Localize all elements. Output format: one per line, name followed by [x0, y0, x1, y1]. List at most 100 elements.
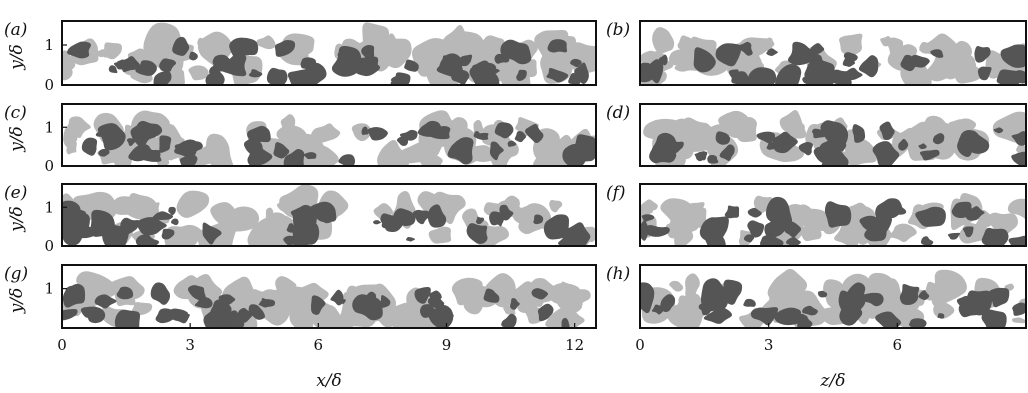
dark-structure [1012, 302, 1026, 316]
dark-structure [62, 283, 86, 308]
dark-structure [427, 204, 447, 228]
dark-structure [898, 138, 909, 151]
light-structure [931, 269, 967, 307]
ytick-label: 1 [44, 198, 54, 216]
dark-structure [900, 54, 916, 72]
dark-structure [330, 289, 344, 306]
dark-structure [872, 141, 900, 166]
dark-structure [981, 309, 1007, 328]
dark-structure [920, 236, 934, 246]
panel-c-structures [63, 110, 596, 166]
dark-structure [747, 207, 762, 218]
dark-structure [300, 57, 317, 69]
dark-structure [525, 124, 544, 143]
dark-structure [399, 129, 418, 141]
dark-structure [273, 142, 290, 159]
dark-structure [247, 145, 273, 166]
dark-structure [724, 205, 740, 219]
dark-structure [747, 67, 777, 85]
light-structure [640, 202, 653, 214]
light-structure [986, 212, 1018, 237]
dark-structure [640, 220, 649, 241]
dark-structure [483, 288, 500, 303]
light-structure [512, 281, 541, 313]
dark-structure [988, 287, 1010, 308]
dark-structure [743, 298, 756, 307]
dark-structure [715, 131, 731, 145]
light-structure [685, 273, 700, 300]
light-structure [652, 27, 675, 54]
dark-structure [130, 122, 153, 148]
dark-structure [810, 43, 825, 55]
dark-structure [287, 68, 317, 85]
dark-structure [919, 149, 940, 161]
dark-structure [820, 120, 849, 148]
dark-structure [918, 143, 927, 150]
dark-structure [380, 295, 391, 308]
xtick-label: 0 [635, 336, 645, 354]
dark-structure [719, 144, 735, 161]
light-structure [669, 280, 684, 292]
dark-structure [311, 295, 326, 315]
light-structure [548, 282, 583, 305]
light-structure [455, 282, 491, 305]
dark-structure [817, 290, 828, 298]
dark-structure [1011, 131, 1026, 146]
dark-structure [543, 214, 569, 240]
dark-structure [172, 313, 190, 324]
dark-structure [547, 39, 568, 53]
dark-structure [956, 296, 971, 307]
panel-label-h: (h) [606, 264, 630, 284]
xtick-label: 6 [314, 336, 324, 354]
dark-structure [331, 45, 362, 77]
dark-structure [738, 41, 753, 56]
dark-structure [743, 234, 755, 243]
dark-structure [98, 148, 110, 157]
dark-structure [640, 64, 655, 83]
dark-structure [993, 127, 1004, 134]
light-structure [676, 47, 693, 64]
ytick-label: 0 [44, 237, 54, 255]
light-structure [549, 200, 563, 213]
light-structure [975, 216, 993, 229]
light-structure [411, 37, 456, 77]
dark-structure [80, 306, 103, 318]
dark-structure [546, 67, 569, 83]
light-structure [95, 49, 107, 58]
dark-structure [135, 234, 160, 246]
ytick-label: 1 [44, 118, 54, 136]
dark-structure [263, 299, 276, 307]
dark-structure [693, 47, 716, 73]
dark-structure [908, 318, 927, 328]
dark-structure [561, 317, 570, 328]
dark-structure [390, 75, 403, 83]
dark-structure [570, 58, 582, 68]
light-structure [225, 206, 260, 232]
dark-structure [417, 290, 429, 298]
panel-h-structures [640, 268, 1026, 328]
light-structure [545, 304, 585, 328]
dark-structure [840, 67, 863, 80]
dark-structure [765, 196, 793, 228]
dark-structure [703, 307, 733, 324]
panel-label-g: (g) [4, 264, 28, 284]
dark-structure [187, 285, 206, 301]
dark-structure [640, 282, 655, 314]
xtick-label: 0 [57, 336, 67, 354]
dark-structure [937, 313, 945, 319]
dark-structure [784, 220, 802, 238]
dark-structure [492, 68, 500, 74]
dark-structure [361, 126, 369, 136]
dark-structure [698, 303, 707, 312]
dark-structure [373, 220, 382, 225]
dark-structure [114, 309, 141, 328]
dark-structure [303, 152, 317, 160]
dark-structure [221, 319, 230, 328]
light-structure [143, 22, 182, 69]
dark-structure [766, 48, 778, 57]
light-structure [62, 64, 73, 81]
panel-g-frame [61, 264, 597, 329]
light-structure [919, 41, 936, 54]
panel-b-frame [639, 20, 1027, 86]
dark-structure [393, 208, 416, 227]
